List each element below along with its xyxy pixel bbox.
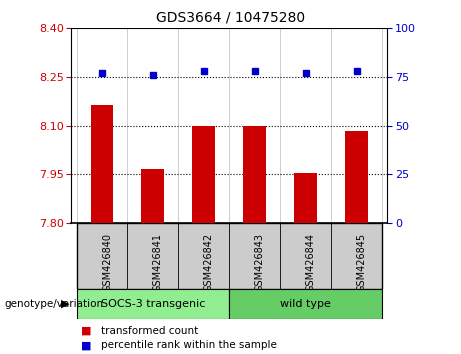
Text: genotype/variation: genotype/variation — [5, 298, 104, 309]
Text: GSM426845: GSM426845 — [357, 233, 366, 292]
Text: ■: ■ — [81, 340, 91, 350]
Bar — [77, 289, 229, 319]
Text: ▶: ▶ — [61, 298, 69, 309]
Text: transformed count: transformed count — [101, 326, 199, 336]
Text: GSM426843: GSM426843 — [255, 233, 265, 292]
Text: GSM426844: GSM426844 — [306, 233, 316, 292]
Text: ■: ■ — [81, 326, 91, 336]
Text: GSM426842: GSM426842 — [204, 233, 214, 292]
Text: wild type: wild type — [280, 298, 331, 309]
Text: percentile rank within the sample: percentile rank within the sample — [101, 340, 278, 350]
Bar — [345, 131, 368, 223]
Text: GSM426841: GSM426841 — [153, 233, 163, 292]
Text: SOCS-3 transgenic: SOCS-3 transgenic — [101, 298, 205, 309]
Bar — [90, 104, 113, 223]
Bar — [142, 170, 165, 223]
Bar — [294, 173, 317, 223]
Bar — [192, 126, 215, 223]
Bar — [243, 126, 266, 223]
Bar — [229, 289, 382, 319]
Text: GDS3664 / 10475280: GDS3664 / 10475280 — [156, 11, 305, 25]
Text: GSM426840: GSM426840 — [102, 233, 112, 292]
